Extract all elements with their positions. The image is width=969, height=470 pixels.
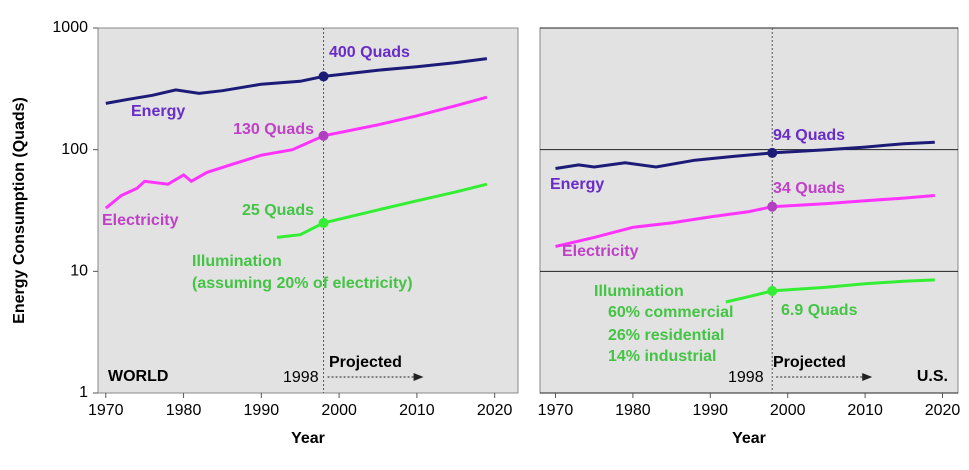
x-tick-label: 2020 bbox=[925, 402, 961, 419]
series-label: Energy bbox=[550, 176, 604, 193]
series-label: Electricity bbox=[102, 212, 179, 229]
marker-label: 94 Quads bbox=[773, 127, 845, 144]
x-axis-title: Year bbox=[732, 430, 766, 447]
marker-dot bbox=[318, 71, 329, 82]
x-tick-label: 1990 bbox=[244, 402, 280, 419]
region-label: WORLD bbox=[108, 368, 168, 385]
note: (assuming 20% of electricity) bbox=[192, 275, 413, 292]
marker-label: 34 Quads bbox=[773, 180, 845, 197]
x-tick-label: 1990 bbox=[692, 402, 728, 419]
marker-dot bbox=[767, 147, 778, 158]
marker-label: 6.9 Quads bbox=[781, 302, 858, 319]
plot-area bbox=[97, 27, 519, 394]
projected-arrowhead bbox=[413, 373, 424, 381]
x-tick-label: 2000 bbox=[321, 402, 357, 419]
note: 14% industrial bbox=[608, 348, 716, 365]
series-line bbox=[555, 194, 935, 248]
divider-label: 1998 bbox=[283, 369, 319, 386]
projected-label: Projected bbox=[329, 354, 402, 371]
region-label: U.S. bbox=[917, 368, 948, 385]
divider-label: 1998 bbox=[728, 369, 764, 386]
note: 60% commercial bbox=[608, 304, 733, 321]
y-tick-label: 100 bbox=[61, 141, 88, 158]
marker-label: 25 Quads bbox=[242, 202, 314, 219]
marker-dot bbox=[318, 217, 329, 228]
projected-arrowhead bbox=[862, 373, 873, 381]
x-tick-label: 2000 bbox=[770, 402, 806, 419]
series-line bbox=[104, 95, 488, 210]
marker-label: 130 Quads bbox=[233, 121, 314, 138]
x-tick-label: 2020 bbox=[477, 402, 513, 419]
x-tick-label: 2010 bbox=[847, 402, 883, 419]
y-tick-label: 1 bbox=[79, 384, 88, 401]
marker-dot bbox=[767, 285, 778, 296]
y-tick-label: 10 bbox=[70, 263, 88, 280]
x-tick-label: 1980 bbox=[615, 402, 651, 419]
marker-dot bbox=[767, 201, 778, 212]
series-label: Illumination bbox=[192, 253, 282, 270]
series-label: Illumination bbox=[594, 283, 684, 300]
y-tick-label: 1000 bbox=[52, 19, 88, 36]
series-label: Energy bbox=[131, 103, 185, 120]
x-tick-label: 1970 bbox=[88, 402, 124, 419]
marker-dot bbox=[318, 130, 329, 141]
projected-label: Projected bbox=[773, 354, 846, 371]
y-axis-title: Energy Consumption (Quads) bbox=[11, 97, 28, 324]
series-line bbox=[105, 57, 488, 105]
x-tick-label: 1970 bbox=[538, 402, 574, 419]
x-tick-label: 2010 bbox=[399, 402, 435, 419]
x-tick-label: 1980 bbox=[166, 402, 202, 419]
marker-label: 400 Quads bbox=[329, 44, 410, 61]
series-line bbox=[276, 182, 488, 239]
series-line bbox=[555, 140, 935, 170]
series-line bbox=[725, 278, 935, 304]
note: 26% residential bbox=[608, 327, 725, 344]
x-axis-title: Year bbox=[291, 430, 325, 447]
series-label: Electricity bbox=[562, 243, 639, 260]
